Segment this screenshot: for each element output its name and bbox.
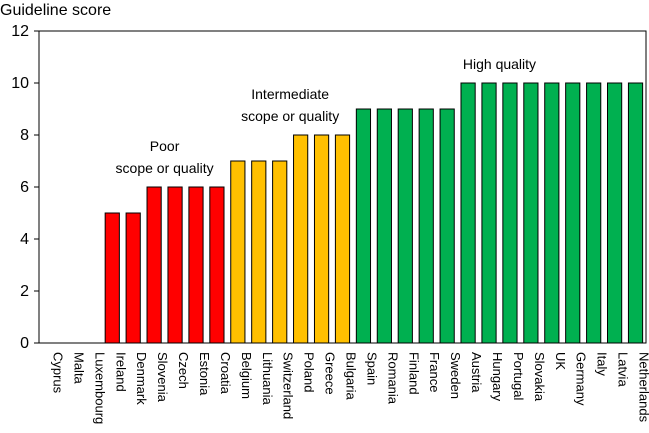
- bar: [418, 108, 434, 344]
- x-tick-label: Finland: [406, 352, 421, 395]
- bar: [272, 160, 288, 344]
- x-tick-label: Spain: [364, 352, 379, 385]
- x-tick-label: Switzerland: [281, 352, 296, 419]
- bar: [334, 134, 351, 344]
- x-tick-label: France: [427, 352, 442, 392]
- x-tick-label: Romania: [385, 352, 400, 405]
- annotation-high: High quality: [463, 56, 536, 72]
- bar: [523, 82, 539, 344]
- y-axis-label: Guideline score: [0, 2, 111, 19]
- bars: [104, 82, 644, 344]
- x-tick-label: Austria: [469, 352, 484, 393]
- x-tick-label: Portugal: [511, 352, 526, 401]
- bar: [146, 186, 162, 344]
- bar: [397, 108, 413, 344]
- bar: [439, 108, 455, 344]
- bar: [627, 82, 644, 344]
- y-tick-label: 6: [20, 179, 29, 196]
- x-tick-label: Lithuania: [260, 352, 275, 406]
- bar: [230, 160, 246, 344]
- annotation-intermediate: Intermediate: [251, 86, 329, 102]
- x-tick-label: Luxembourg: [92, 352, 107, 424]
- annotation-poor: scope or quality: [116, 160, 214, 176]
- x-tick-label: Slovenia: [155, 352, 170, 403]
- x-tick-label: Ireland: [113, 352, 128, 392]
- x-tick-label: Denmark: [134, 352, 149, 405]
- y-tick-label: 8: [20, 127, 29, 144]
- x-tick-label: Poland: [302, 352, 317, 392]
- bar: [607, 82, 623, 344]
- bar: [544, 82, 560, 344]
- x-tick-label: Greece: [323, 352, 338, 395]
- bar: [376, 108, 392, 344]
- x-tick-label: Cyprus: [50, 352, 65, 394]
- bar: [104, 212, 120, 344]
- y-tick-label: 0: [20, 335, 29, 352]
- bar: [209, 186, 225, 344]
- bar: [502, 82, 518, 344]
- x-tick-label: Czech: [176, 352, 191, 389]
- bar: [481, 82, 497, 344]
- annotation-intermediate: scope or quality: [241, 108, 339, 124]
- bar: [251, 160, 267, 344]
- x-tick-label: Estonia: [197, 352, 212, 396]
- x-tick-label: Germany: [574, 352, 589, 406]
- bar: [460, 82, 476, 344]
- bar: [355, 108, 372, 344]
- bar: [586, 82, 602, 344]
- x-tick-label: Bulgaria: [344, 352, 359, 400]
- x-tick-label: Slovakia: [532, 352, 547, 402]
- x-tick-label: Latvia: [616, 352, 631, 387]
- bar: [125, 212, 141, 344]
- x-axis-labels: Cyprus Malta Luxembourg Ireland Denmark Slove…: [50, 352, 649, 424]
- bar: [313, 134, 330, 344]
- x-tick-label: Italy: [595, 352, 610, 376]
- annotation-poor: Poor: [150, 138, 180, 154]
- x-tick-label: Malta: [71, 352, 86, 385]
- bar: [565, 82, 581, 344]
- y-tick-label: 12: [11, 23, 29, 40]
- bar: [167, 186, 183, 344]
- x-tick-label: UK: [553, 352, 568, 370]
- y-axis-ticks: 0 2 4 6 8 10 12: [11, 23, 39, 352]
- x-tick-label: Netherlands: [637, 352, 649, 423]
- x-tick-label: Sweden: [448, 352, 463, 399]
- x-tick-label: Belgium: [239, 352, 254, 399]
- y-tick-label: 4: [20, 231, 29, 248]
- bar: [188, 186, 204, 344]
- x-tick-label: Croatia: [218, 352, 233, 395]
- y-tick-label: 2: [20, 283, 29, 300]
- x-tick-label: Hungary: [490, 352, 505, 402]
- annotations: Poor scope or quality Intermediate scope or…: [116, 56, 537, 176]
- bar: [293, 134, 309, 344]
- y-tick-label: 10: [11, 75, 29, 92]
